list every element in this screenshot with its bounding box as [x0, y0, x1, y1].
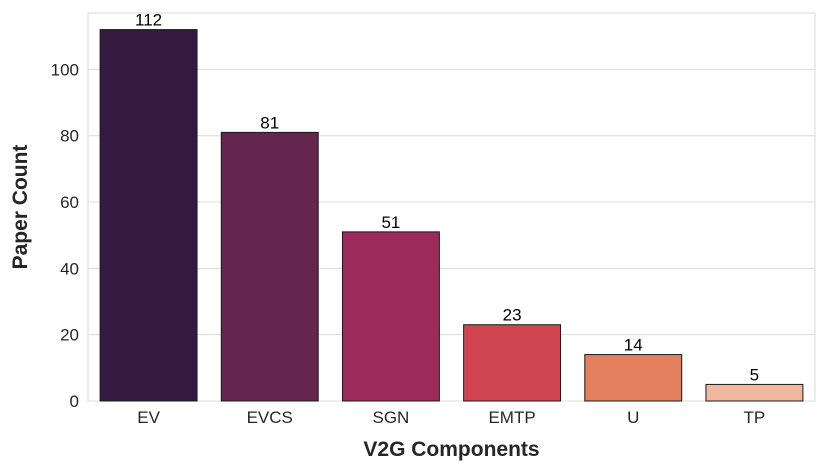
x-tick-label: TP [744, 408, 766, 427]
bar-value-label: 81 [260, 113, 279, 132]
y-tick-label: 100 [51, 60, 79, 79]
x-tick-label: EMTP [488, 408, 535, 427]
bar-emtp [463, 324, 562, 402]
bar-tp [705, 383, 804, 402]
x-tick-label: EV [137, 408, 160, 427]
y-tick-label: 80 [60, 127, 79, 146]
bar-value-label: 14 [624, 336, 643, 355]
y-tick-label: 60 [60, 193, 79, 212]
bars [99, 29, 804, 402]
x-tick-labels: EV EVCS SGN EMTP U TP [137, 408, 765, 427]
x-tick-label: SGN [372, 408, 409, 427]
x-axis-title: V2G Components [363, 438, 539, 461]
x-tick-label: U [627, 408, 639, 427]
x-tick-label: EVCS [247, 408, 293, 427]
bar-value-labels: 112 81 51 23 14 5 [135, 11, 759, 385]
y-tick-label: 20 [60, 326, 79, 345]
gridlines [88, 68, 815, 402]
y-axis-title: Paper Count [9, 145, 32, 270]
bar-evcs [220, 131, 319, 402]
plot-area [87, 12, 816, 402]
bar-u [584, 354, 683, 402]
bar-value-label: 112 [135, 11, 162, 30]
y-tick-label: 40 [60, 259, 79, 278]
y-tick-label: 0 [70, 392, 79, 411]
bar-value-label: 23 [503, 306, 522, 325]
y-tick-labels: 0 20 40 60 80 100 [51, 60, 79, 411]
bar-sgn [341, 231, 440, 402]
bar-value-label: 5 [750, 365, 759, 384]
bar-ev [99, 29, 198, 402]
bar-value-label: 51 [381, 213, 400, 232]
